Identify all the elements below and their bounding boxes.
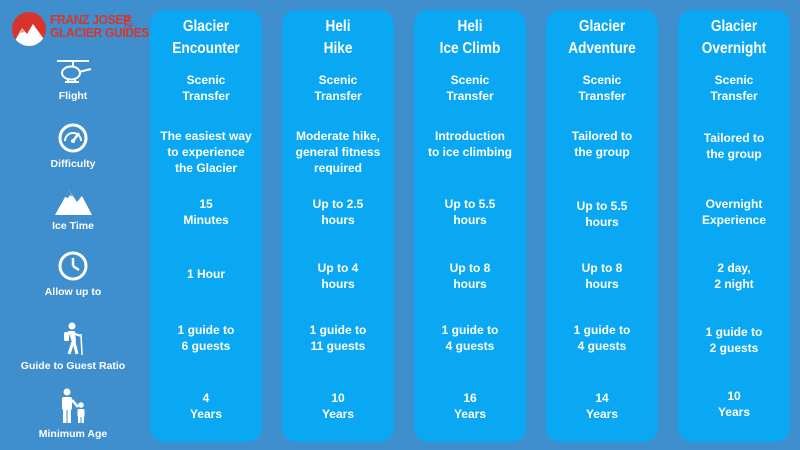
tour-title: Glacier Encounter bbox=[172, 18, 240, 57]
ice-time-value: Overnight Experience bbox=[701, 197, 767, 227]
allow-up-to-value: 2 day, 2 night bbox=[714, 261, 754, 291]
min-age-value: 10 Years bbox=[717, 389, 751, 419]
hiker-icon bbox=[64, 322, 83, 356]
tour-title: Heli Hike bbox=[323, 18, 353, 57]
min-age-value: 4 Years bbox=[189, 391, 223, 421]
guide-ratio-value: 1 guide to 11 guests bbox=[309, 323, 367, 353]
brand-name: FRANZ JOSEF GLACIER GUIDES bbox=[50, 13, 149, 39]
helicopter-icon bbox=[57, 60, 92, 83]
ice-time-value: Up to 2.5 hours bbox=[312, 197, 364, 227]
row-label-allow: Allow up to bbox=[10, 250, 136, 298]
row-label-text: Guide to Guest Ratio bbox=[20, 360, 126, 372]
min-age-value: 10 Years bbox=[321, 391, 355, 421]
difficulty-value: Tailored to the group bbox=[571, 129, 633, 159]
tour-title: Glacier Adventure bbox=[568, 18, 636, 57]
row-label-difficulty: Difficulty bbox=[10, 122, 136, 170]
difficulty-value: The easiest way to experience the Glacie… bbox=[160, 129, 252, 175]
guide-ratio-value: 1 guide to 4 guests bbox=[441, 323, 499, 353]
gauge-icon bbox=[58, 123, 88, 153]
allow-up-to-value: Up to 8 hours bbox=[581, 261, 623, 291]
row-label-ratio: Guide to Guest Ratio bbox=[10, 322, 136, 372]
row-label-text: Difficulty bbox=[50, 158, 96, 170]
row-label-text: Minimum Age bbox=[38, 428, 108, 440]
clock-icon bbox=[58, 251, 88, 281]
min-age-value: 16 Years bbox=[453, 391, 487, 421]
min-age-value: 14 Years bbox=[585, 391, 619, 421]
adult-child-icon bbox=[62, 388, 85, 423]
row-label-text: Flight bbox=[58, 90, 88, 102]
allow-up-to-value: 1 Hour bbox=[186, 267, 225, 281]
allow-up-to-value: Up to 8 hours bbox=[449, 261, 491, 291]
guide-ratio-value: 1 guide to 4 guests bbox=[573, 323, 631, 353]
mountain-icon bbox=[55, 190, 92, 215]
flight-value: Scenic Transfer bbox=[446, 73, 494, 103]
ice-time-value: Up to 5.5 hours bbox=[444, 197, 496, 227]
mountain-logo-icon bbox=[12, 12, 46, 46]
brand-line-1: FRANZ JOSEF bbox=[50, 12, 131, 27]
tour-column-glacier-encounter: Glacier Encounter Scenic Transfer The ea… bbox=[150, 10, 262, 442]
difficulty-value: Tailored to the group bbox=[703, 131, 765, 161]
ice-time-value: 15 Minutes bbox=[183, 197, 229, 227]
row-label-text: Ice Time bbox=[52, 220, 94, 232]
tour-title: Heli Ice Climb bbox=[439, 18, 501, 57]
difficulty-value: Moderate hike, general fitness required bbox=[295, 129, 381, 175]
difficulty-value: Introduction to ice climbing bbox=[427, 129, 512, 159]
row-label-min-age: Minimum Age bbox=[10, 388, 136, 440]
row-label-flight: Flight bbox=[10, 58, 136, 102]
tour-column-heli-ice-climb: Heli Ice Climb Scenic Transfer Introduct… bbox=[414, 10, 526, 442]
brand-line-2: GLACIER GUIDES bbox=[50, 25, 150, 40]
guide-ratio-value: 1 guide to 2 guests bbox=[705, 325, 763, 355]
flight-value: Scenic Transfer bbox=[710, 73, 758, 103]
row-label-ice-time: Ice Time bbox=[10, 186, 136, 232]
brand-logo: FRANZ JOSEF GLACIER GUIDES NZ bbox=[12, 10, 149, 46]
tour-column-glacier-overnight: Glacier Overnight Scenic Transfer Tailor… bbox=[678, 10, 790, 442]
flight-value: Scenic Transfer bbox=[314, 73, 362, 103]
tour-column-glacier-adventure: Glacier Adventure Scenic Transfer Tailor… bbox=[546, 10, 658, 442]
ice-time-value: Up to 5.5 hours bbox=[576, 199, 628, 229]
row-label-text: Allow up to bbox=[44, 286, 102, 298]
flight-value: Scenic Transfer bbox=[182, 73, 230, 103]
allow-up-to-value: Up to 4 hours bbox=[317, 261, 359, 291]
brand-country: NZ bbox=[123, 16, 133, 28]
guide-ratio-value: 1 guide to 6 guests bbox=[177, 323, 235, 353]
tour-column-heli-hike: Heli Hike Scenic Transfer Moderate hike,… bbox=[282, 10, 394, 442]
tour-title: Glacier Overnight bbox=[701, 18, 767, 57]
flight-value: Scenic Transfer bbox=[578, 73, 626, 103]
